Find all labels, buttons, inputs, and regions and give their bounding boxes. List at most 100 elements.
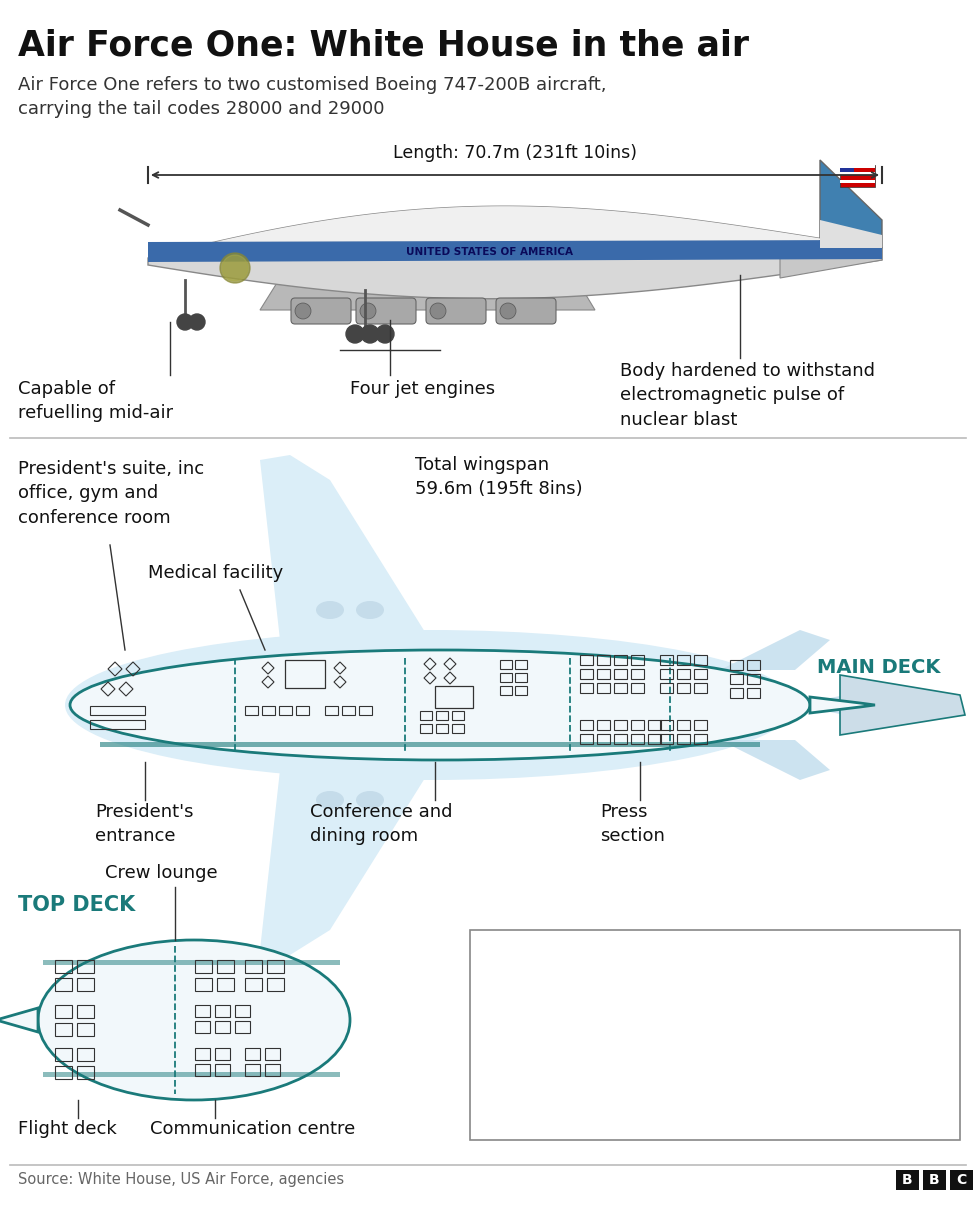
Ellipse shape: [316, 601, 344, 619]
Bar: [55, 960, 72, 973]
Bar: [245, 960, 262, 973]
Polygon shape: [0, 1008, 38, 1031]
Polygon shape: [720, 630, 830, 670]
Bar: [55, 1048, 72, 1060]
Bar: [614, 734, 627, 744]
Bar: [648, 720, 661, 730]
Bar: [614, 669, 627, 679]
Ellipse shape: [38, 941, 350, 1100]
Text: Air Force One: White House in the air: Air Force One: White House in the air: [18, 28, 749, 62]
Bar: [730, 688, 743, 698]
Text: Speed:: Speed:: [485, 951, 555, 970]
Bar: [325, 707, 338, 715]
Bar: [215, 1048, 230, 1060]
Bar: [436, 724, 448, 733]
Bar: [420, 711, 432, 720]
Bar: [660, 654, 673, 665]
Text: B: B: [902, 1173, 913, 1187]
Ellipse shape: [430, 303, 446, 319]
Bar: [660, 684, 673, 693]
Bar: [235, 1005, 250, 1017]
Bar: [648, 734, 661, 744]
Text: Crew lounge: Crew lounge: [105, 864, 218, 882]
Bar: [436, 711, 448, 720]
Bar: [515, 673, 527, 682]
Bar: [285, 661, 325, 688]
Bar: [597, 734, 610, 744]
Bar: [296, 707, 309, 715]
Bar: [217, 978, 234, 991]
Polygon shape: [780, 248, 882, 278]
Circle shape: [376, 325, 394, 343]
Bar: [631, 654, 644, 665]
Bar: [55, 1067, 72, 1079]
Bar: [195, 1048, 210, 1060]
Circle shape: [361, 325, 379, 343]
Bar: [217, 960, 234, 973]
Text: Range:: Range:: [485, 990, 555, 1008]
Bar: [215, 1021, 230, 1033]
Bar: [43, 1071, 340, 1077]
Bar: [77, 960, 94, 973]
Bar: [677, 734, 690, 744]
Bar: [262, 707, 275, 715]
Bar: [245, 707, 258, 715]
Polygon shape: [820, 160, 882, 248]
Polygon shape: [65, 685, 100, 725]
Text: President's suite, inc
office, gym and
conference room: President's suite, inc office, gym and c…: [18, 461, 204, 526]
Bar: [195, 1005, 210, 1017]
Circle shape: [177, 314, 193, 330]
Bar: [245, 1048, 260, 1060]
Bar: [265, 1048, 280, 1060]
Bar: [580, 669, 593, 679]
Bar: [747, 688, 760, 698]
Text: Capable of
refuelling mid-air: Capable of refuelling mid-air: [18, 381, 173, 422]
Bar: [840, 179, 875, 183]
Polygon shape: [820, 221, 882, 248]
Text: Crew:: Crew:: [485, 1028, 543, 1046]
Text: Air Force One refers to two customised Boeing 747-200B aircraft,: Air Force One refers to two customised B…: [18, 76, 606, 95]
Bar: [55, 1005, 72, 1018]
Bar: [694, 669, 707, 679]
Bar: [631, 669, 644, 679]
Bar: [215, 1064, 230, 1076]
Bar: [77, 1067, 94, 1079]
Text: Source: White House, US Air Force, agencies: Source: White House, US Air Force, agenc…: [18, 1172, 345, 1187]
Bar: [631, 734, 644, 744]
Bar: [580, 734, 593, 744]
Bar: [245, 1064, 260, 1076]
Bar: [597, 720, 610, 730]
Text: B: B: [929, 1173, 940, 1187]
Bar: [77, 978, 94, 991]
Bar: [677, 669, 690, 679]
Bar: [614, 720, 627, 730]
Bar: [342, 707, 355, 715]
Bar: [840, 165, 875, 168]
Bar: [359, 707, 372, 715]
Bar: [631, 684, 644, 693]
Bar: [660, 669, 673, 679]
Bar: [580, 720, 593, 730]
Ellipse shape: [360, 303, 376, 319]
Bar: [597, 654, 610, 665]
Polygon shape: [795, 690, 900, 720]
Bar: [660, 720, 673, 730]
Bar: [43, 960, 340, 965]
Bar: [267, 960, 284, 973]
Bar: [614, 654, 627, 665]
Polygon shape: [148, 206, 882, 298]
Bar: [267, 978, 284, 991]
Bar: [55, 978, 72, 991]
Bar: [470, 930, 960, 1140]
Bar: [597, 684, 610, 693]
Text: Press
section: Press section: [600, 804, 665, 845]
Polygon shape: [810, 697, 875, 713]
Text: carrying the tail codes 28000 and 29000: carrying the tail codes 28000 and 29000: [18, 101, 385, 118]
Text: Length: 70.7m (231ft 10ins): Length: 70.7m (231ft 10ins): [393, 144, 637, 162]
Text: 4,000 sq ft: 4,000 sq ft: [608, 1104, 711, 1122]
Bar: [694, 720, 707, 730]
Circle shape: [222, 255, 248, 281]
Text: President's
entrance: President's entrance: [95, 804, 193, 845]
Bar: [580, 684, 593, 693]
Bar: [55, 1023, 72, 1036]
